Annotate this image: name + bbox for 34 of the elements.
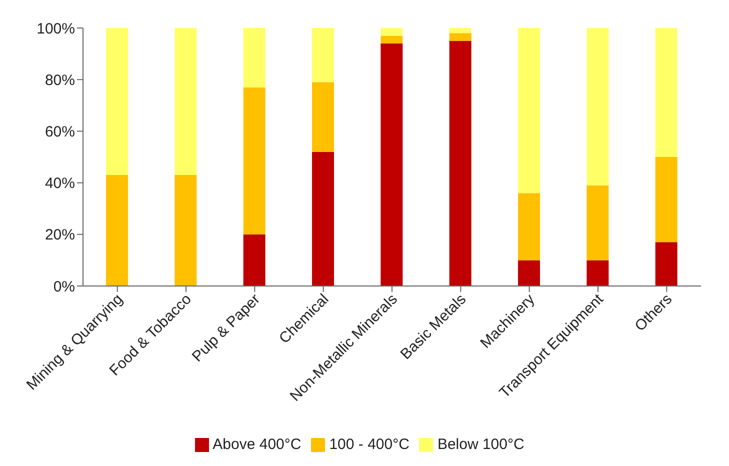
bar [586, 185, 609, 260]
y-tick-label: 0% [53, 278, 75, 296]
bar [449, 33, 472, 41]
bar [449, 28, 472, 34]
bar [174, 175, 197, 286]
bar [243, 87, 266, 234]
y-tick-label: 20% [44, 226, 75, 244]
legend-label: Above 400°C [212, 436, 302, 453]
bar [518, 28, 540, 194]
bar [106, 28, 128, 176]
bar [518, 260, 540, 286]
bar [655, 28, 678, 157]
bar [449, 40, 472, 286]
y-tick-label: 40% [44, 175, 75, 192]
bar [174, 28, 197, 176]
bar [518, 193, 540, 260]
bar [655, 157, 678, 242]
y-tick-label: 60% [44, 124, 75, 141]
bar [380, 36, 403, 44]
y-tick-label: 100% [36, 20, 75, 38]
bar [380, 43, 403, 286]
y-tick-label: 80% [44, 72, 75, 89]
bar [586, 28, 609, 186]
bar [312, 28, 334, 82]
bar [586, 260, 609, 286]
bar [312, 82, 334, 152]
bar [312, 152, 334, 286]
bar [655, 242, 678, 286]
bar [380, 28, 403, 36]
legend-label: Below 100°C [437, 436, 524, 453]
bar [243, 234, 266, 286]
legend-label: 100 - 400°C [329, 436, 410, 453]
bar [106, 175, 128, 286]
bar [243, 28, 266, 88]
